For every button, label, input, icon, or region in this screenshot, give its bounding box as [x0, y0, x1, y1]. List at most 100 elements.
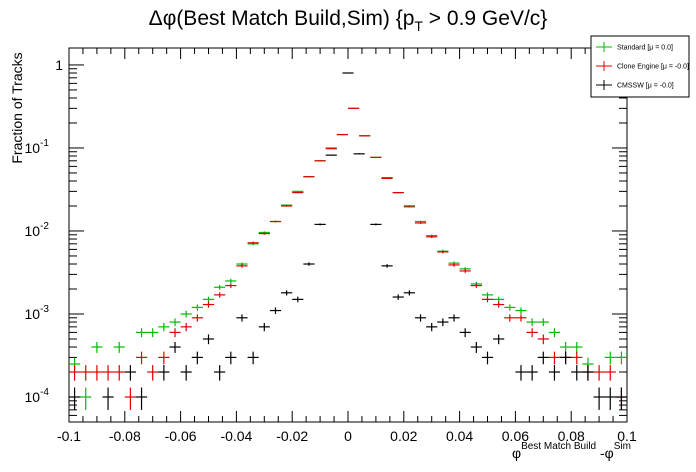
- data-point: [437, 250, 449, 254]
- data-point: [604, 365, 616, 381]
- x-tick-label: 0.02: [390, 428, 417, 444]
- x-axis-label-mid: -φ: [596, 445, 614, 461]
- data-point: [158, 365, 170, 381]
- data-point: [504, 304, 516, 311]
- x-axis-label-phi1: φ: [512, 445, 521, 461]
- data-point: [353, 153, 365, 155]
- data-series: [69, 72, 627, 410]
- chart-title-suffix: > 0.9 GeV/c}: [423, 7, 547, 30]
- data-point: [314, 160, 326, 162]
- data-point: [615, 387, 627, 410]
- data-point: [593, 365, 605, 381]
- x-tick-label: 0.08: [558, 428, 585, 444]
- data-point: [169, 341, 181, 353]
- data-point: [560, 351, 572, 365]
- data-point: [604, 351, 616, 365]
- data-point: [80, 387, 92, 410]
- x-tick-label: -0.04: [220, 428, 252, 444]
- data-point: [191, 351, 203, 365]
- data-point: [548, 351, 561, 365]
- x-tick-label: -0.1: [57, 428, 81, 444]
- data-point: [225, 278, 237, 284]
- data-point: [571, 365, 583, 381]
- data-point: [214, 284, 226, 290]
- data-point: [247, 351, 259, 365]
- data-point: [202, 301, 215, 308]
- data-point: [426, 235, 438, 239]
- chart-title-prefix: Δφ(Best Match Build,Sim) {p: [149, 7, 415, 30]
- legend-label-standard: Standard [μ = 0.0]: [617, 45, 673, 52]
- data-point: [604, 387, 616, 410]
- y-tick-label: 10-4: [25, 387, 50, 405]
- data-point: [158, 351, 170, 365]
- data-point: [292, 191, 304, 194]
- x-tick-label: -0.02: [276, 428, 308, 444]
- data-point: [336, 133, 348, 136]
- x-tick-label: -0.06: [165, 428, 197, 444]
- legend-entry-cmssw: CMSSW [μ = -0.0]: [596, 80, 674, 90]
- data-point: [359, 135, 371, 137]
- data-point: [370, 223, 382, 226]
- x-axis-label-sup2: Sim: [614, 441, 631, 452]
- data-point: [113, 365, 125, 381]
- x-tick-label: 0.04: [446, 428, 473, 444]
- data-point: [403, 290, 415, 296]
- data-point: [493, 334, 505, 345]
- data-point: [314, 223, 326, 226]
- data-point: [135, 328, 148, 338]
- data-point: [258, 232, 270, 235]
- data-point: [258, 322, 270, 332]
- data-point: [191, 304, 203, 311]
- data-point: [303, 176, 315, 178]
- data-point: [493, 296, 505, 303]
- data-point: [191, 314, 203, 322]
- data-point: [571, 341, 583, 353]
- data-point: [548, 328, 561, 338]
- data-point: [392, 191, 404, 194]
- data-point: [202, 296, 215, 303]
- data-point: [526, 365, 538, 381]
- data-point: [381, 264, 393, 268]
- data-point: [414, 314, 427, 322]
- data-point: [169, 328, 181, 338]
- y-tick-label: 10-3: [25, 304, 50, 322]
- data-point: [113, 341, 125, 353]
- data-point: [481, 351, 494, 365]
- data-point: [448, 314, 460, 322]
- x-axis-label-sup1: Best Match Build: [521, 441, 596, 452]
- data-point: [124, 387, 136, 410]
- data-point: [348, 107, 360, 109]
- series-clone-engine: [69, 107, 627, 410]
- legend-label-cmssw: CMSSW [μ = -0.0]: [617, 83, 674, 90]
- data-point: [180, 322, 192, 332]
- data-point: [448, 263, 460, 267]
- data-point: [91, 365, 103, 381]
- data-point: [135, 351, 148, 365]
- data-point: [515, 365, 527, 381]
- data-point: [102, 365, 114, 381]
- y-tick-label: 10-1: [25, 138, 50, 156]
- data-point: [236, 264, 248, 268]
- data-point: [325, 154, 337, 156]
- data-point: [370, 156, 382, 158]
- data-point: [437, 318, 449, 327]
- data-point: [493, 301, 505, 308]
- data-point: [537, 318, 549, 327]
- data-point: [426, 322, 438, 332]
- y-axis-label: Fraction of Tracks: [9, 52, 25, 163]
- data-point: [504, 314, 516, 322]
- x-axis-label: φBest Match Build -φSim: [512, 441, 631, 461]
- data-point: [381, 177, 393, 179]
- data-point: [180, 310, 192, 318]
- data-point: [615, 351, 627, 365]
- data-point: [403, 205, 415, 207]
- data-point: [292, 296, 304, 303]
- data-point: [80, 365, 92, 381]
- data-point: [481, 296, 494, 303]
- data-point: [526, 328, 538, 338]
- data-point: [560, 341, 572, 353]
- data-point: [169, 318, 181, 327]
- data-point: [526, 318, 538, 327]
- data-point: [269, 220, 282, 223]
